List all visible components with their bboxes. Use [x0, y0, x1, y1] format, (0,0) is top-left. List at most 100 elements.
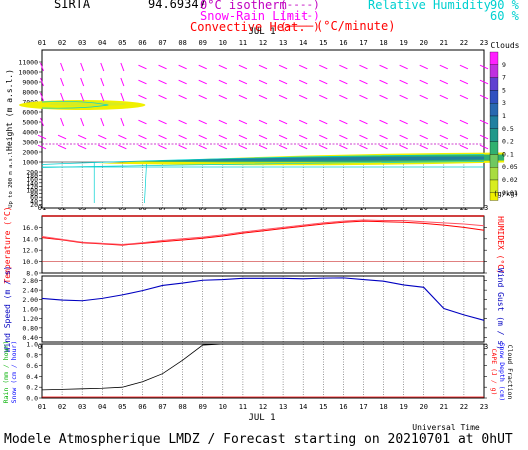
hour-row-bottom: 01 02 03 04 05 06 07 08 09 10 11 12 13 14 15 16 17 18 19 20…	[38, 403, 488, 411]
wind-barb	[479, 134, 489, 140]
temperature-ylabel: Temperature (°C)	[3, 206, 12, 283]
wind-barb	[258, 119, 268, 125]
series-temperature-line	[41, 220, 485, 246]
clouds-scale-cell	[489, 141, 499, 155]
legend-isotherm-label: 0°C isotherm	[200, 0, 287, 12]
wind-barb	[459, 119, 469, 125]
date-label: JUL 1	[248, 27, 275, 37]
clouds-scale-label: 0.5	[502, 125, 514, 133]
wind-barb	[419, 79, 428, 85]
hour-tick-label: 05	[118, 39, 126, 47]
wind-barb	[218, 94, 228, 100]
rain-ylabel: Rain (mm / hour)	[2, 341, 10, 404]
wind-barb	[359, 79, 368, 85]
y-tick-label: 0.0	[26, 395, 38, 403]
clouds-scale-label: 0.02	[502, 176, 518, 184]
wind-barb	[399, 144, 408, 150]
hour-tick-label: 17	[359, 39, 367, 47]
clouds-scale-cell	[489, 154, 499, 168]
wind-barb	[439, 119, 449, 125]
wind-barb	[100, 117, 105, 127]
wind-barb	[339, 94, 348, 100]
wind-barb	[298, 79, 308, 85]
y-tick-label: 11000	[18, 59, 38, 67]
wind-barb	[138, 119, 147, 125]
wind-barb	[278, 94, 288, 100]
wind-barb	[399, 94, 408, 100]
wind-barb	[339, 134, 348, 140]
y-tick-label: 140	[26, 179, 38, 187]
hour-tick-label: 07	[158, 403, 166, 411]
wind-barb	[238, 134, 248, 140]
wind-barb	[439, 64, 449, 70]
hour-tick-label: 12	[259, 403, 267, 411]
legend-snow-symbol: (----)	[280, 9, 320, 22]
station-code: 94.69347	[148, 0, 206, 11]
wind-barb	[419, 94, 428, 100]
wind-barb	[57, 144, 67, 150]
wind-barb	[258, 79, 268, 85]
y-tick-label: 60	[30, 194, 38, 202]
wind-barb	[298, 119, 308, 125]
legend-convective-symbol: (────)	[280, 20, 320, 33]
wind-barb	[238, 144, 248, 150]
hour-tick-label: 03	[78, 39, 86, 47]
y-tick-label: 14.0	[22, 235, 38, 243]
wind-barb	[339, 79, 348, 85]
wind-barb	[419, 134, 428, 140]
wind-barb	[37, 144, 47, 150]
wind-barb	[399, 119, 408, 125]
y-tick-label: 3000	[22, 139, 38, 147]
hour-tick-label: 12	[259, 39, 267, 47]
wind-barb	[158, 79, 167, 85]
wind-barb	[399, 79, 408, 85]
cloud-panel-frame	[41, 49, 485, 209]
wind-barb	[379, 64, 388, 70]
cape-ylabel: CAPE (J / g)	[490, 349, 498, 396]
y-tick-label: 0.6	[26, 362, 38, 370]
hour-tick-label: 16	[339, 403, 347, 411]
clouds-scale-label: 0.2	[502, 138, 514, 146]
wind-barb	[459, 144, 469, 150]
wind-barb	[439, 94, 449, 100]
humidex-ylabel: HUMIDEX (°C)	[496, 216, 505, 274]
hour-tick-label: 20	[420, 403, 428, 411]
hour-tick-label: 18	[379, 403, 387, 411]
wind-barb	[379, 134, 388, 140]
wind-barb	[60, 92, 65, 102]
wind-barb	[339, 64, 348, 70]
snow-depth-ylabel: Snow Depth (cm)	[498, 343, 506, 402]
wind-barb	[379, 94, 388, 100]
wind-barb	[399, 64, 408, 70]
wind-barb	[218, 79, 228, 85]
wind-barb	[80, 62, 85, 72]
y-tick-label: 120	[26, 183, 38, 191]
hour-tick-label: 20	[420, 39, 428, 47]
wind-gust-ylabel: Wind Gust (m / s)	[496, 268, 505, 350]
clouds-scale-label: 1	[502, 112, 506, 120]
rh-contour	[41, 154, 485, 165]
wind-barb	[77, 144, 87, 150]
wind-barb	[138, 144, 147, 150]
site-name: SIRTA	[54, 0, 91, 11]
y-tick-label: 40	[30, 197, 38, 205]
clouds-scale-cell	[489, 192, 499, 201]
wind-barb	[278, 134, 288, 140]
wind-barb	[298, 134, 308, 140]
wind-barb	[158, 144, 167, 150]
wind-barb	[339, 119, 348, 125]
hour-tick-label: 18	[379, 39, 387, 47]
wind-barb	[100, 77, 105, 87]
clouds-scale-label: 0.01	[502, 189, 518, 197]
wind-barb	[319, 94, 328, 100]
wind-barb	[439, 134, 449, 140]
wind-barb	[37, 134, 47, 140]
wind-barb	[138, 64, 147, 70]
wind-barb	[198, 144, 207, 150]
wind-barb	[379, 79, 388, 85]
clouds-scale-label: 9	[502, 61, 506, 69]
wind-barb	[238, 79, 248, 85]
wind-barb	[459, 94, 469, 100]
wind-barb	[399, 134, 408, 140]
